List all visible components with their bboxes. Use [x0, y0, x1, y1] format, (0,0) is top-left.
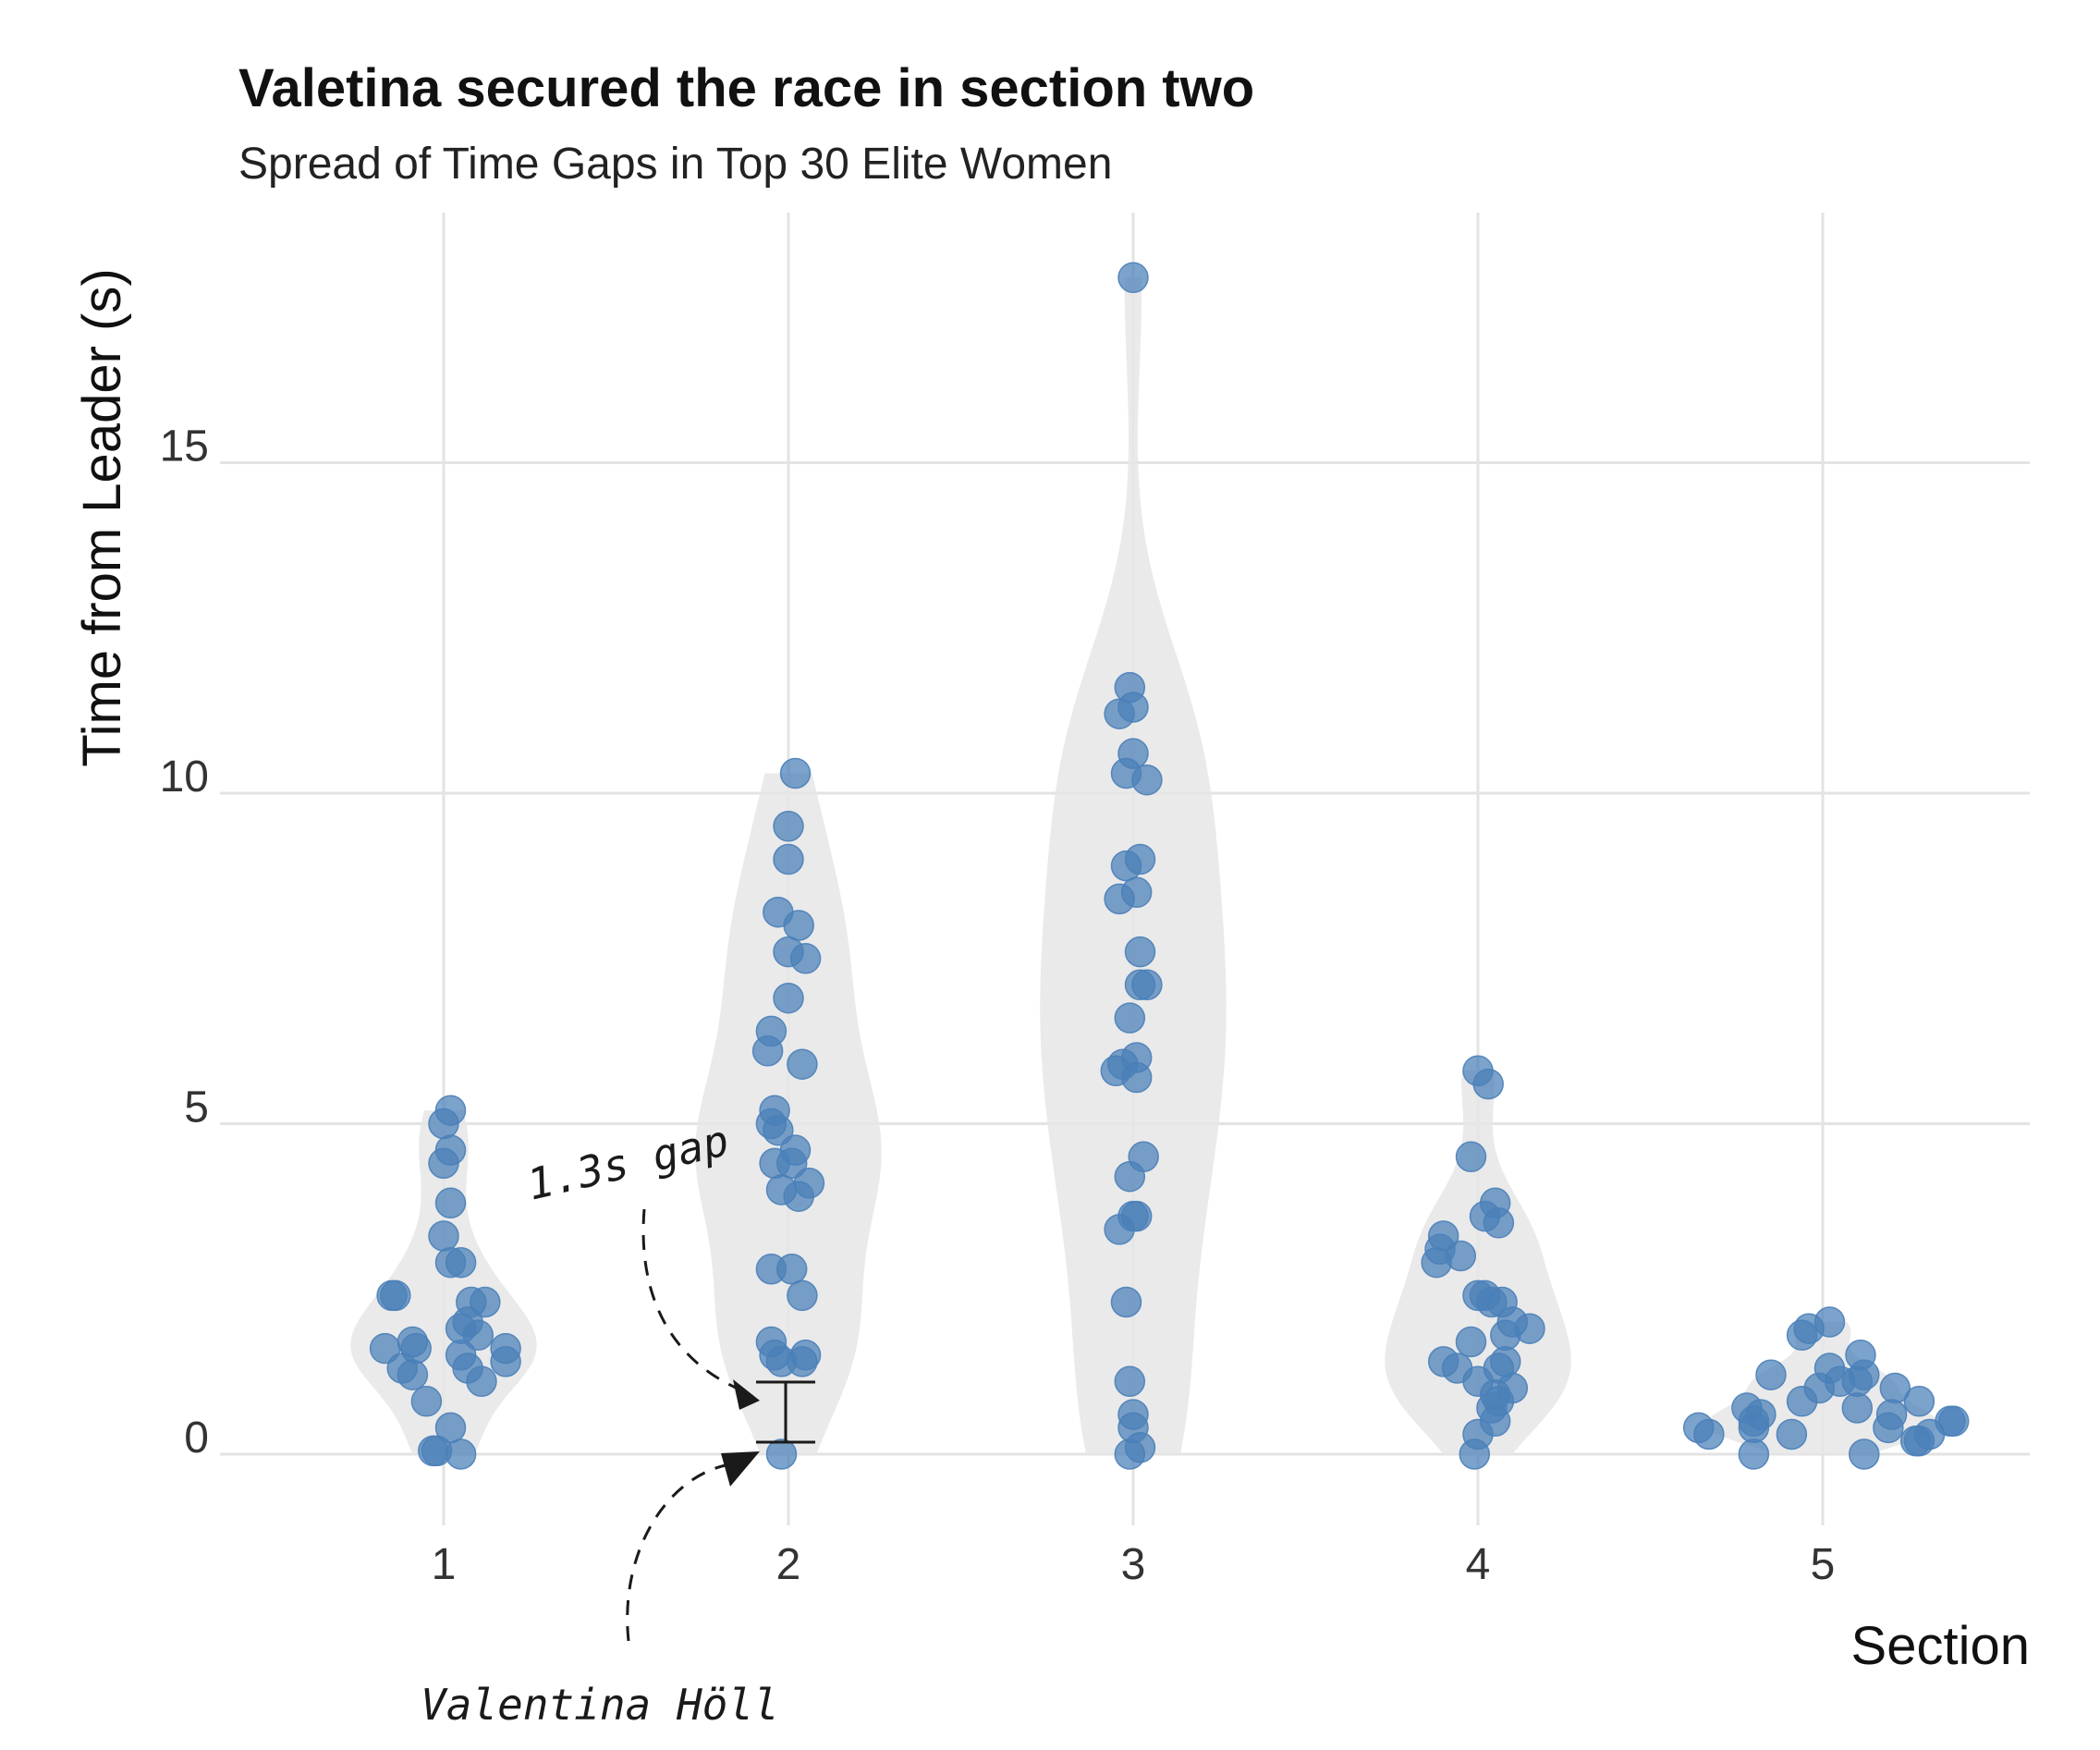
rider-annotation: Valentina Höll [421, 1451, 779, 1730]
x-tick-label-3: 3 [1121, 1540, 1146, 1589]
gap-arrow-head [733, 1379, 760, 1410]
x-tick-label-1: 1 [432, 1540, 457, 1589]
rider-annotation-text: Valentina Höll [421, 1680, 779, 1730]
point-section-3-21 [1114, 1160, 1146, 1193]
point-section-2-29 [765, 1438, 798, 1470]
x-axis-label: Section [1851, 1616, 2030, 1676]
point-section-1-4 [428, 1147, 459, 1180]
rider-arrow-head [721, 1451, 760, 1487]
point-section-3-1 [1117, 262, 1149, 294]
rider-arrow-line [626, 1463, 726, 1642]
point-section-3-30 [1114, 1438, 1146, 1470]
chart-subtitle: Spread of Time Gaps in Top 30 Elite Wome… [238, 140, 1112, 189]
point-section-5-13 [1903, 1386, 1935, 1417]
point-section-1-8 [445, 1246, 477, 1279]
point-section-5-24 [1693, 1418, 1725, 1450]
y-tick-label-15: 15 [160, 422, 209, 471]
point-section-2-14 [763, 1114, 794, 1146]
point-section-2-2 [773, 811, 804, 842]
point-section-1-24 [397, 1359, 429, 1390]
x-tick-label-2: 2 [776, 1540, 801, 1589]
point-section-1-26 [410, 1386, 443, 1417]
data-points [369, 262, 1970, 1470]
point-section-4-10 [1421, 1246, 1452, 1279]
point-section-1-27 [434, 1412, 467, 1444]
point-section-2-28 [787, 1346, 818, 1377]
point-section-5-26 [1776, 1418, 1808, 1450]
point-section-3-12 [1124, 936, 1156, 968]
point-section-2-10 [751, 1035, 784, 1067]
point-section-3-7 [1131, 764, 1163, 796]
point-section-2-17 [775, 1147, 808, 1180]
point-section-5-3 [1786, 1319, 1818, 1352]
point-section-2-8 [773, 982, 804, 1014]
point-section-1-30 [445, 1438, 477, 1470]
point-section-2-5 [783, 910, 814, 941]
point-section-5-29 [1738, 1438, 1770, 1470]
point-section-5-22 [1873, 1412, 1904, 1444]
point-section-1-10 [380, 1279, 411, 1312]
point-section-2-1 [779, 757, 812, 789]
point-section-4-6 [1483, 1207, 1515, 1239]
y-axis-label: Time from Leader (s) [72, 268, 132, 766]
point-section-1-21 [490, 1346, 521, 1377]
point-section-1-2 [428, 1108, 459, 1140]
point-section-2-7 [789, 943, 822, 974]
point-section-1-15 [462, 1319, 494, 1352]
point-section-4-18 [1455, 1326, 1487, 1358]
point-section-3-24 [1104, 1214, 1135, 1245]
point-section-4-14 [1476, 1286, 1508, 1318]
x-tick-labels: 1 2 3 4 5 [432, 1540, 1836, 1589]
point-section-2-20 [783, 1181, 814, 1212]
point-section-3-14 [1131, 969, 1163, 1001]
point-section-2-23 [787, 1279, 818, 1312]
point-section-5-15 [1841, 1392, 1874, 1424]
point-section-3-25 [1110, 1286, 1142, 1318]
point-section-1-5 [434, 1187, 467, 1219]
point-section-5-28 [1899, 1425, 1932, 1457]
point-section-5-12 [1786, 1386, 1818, 1417]
point-section-4-17 [1490, 1319, 1521, 1352]
point-section-5-23 [1738, 1412, 1770, 1444]
gap-bracket [756, 1380, 815, 1444]
y-tick-labels: 0 5 10 15 [160, 422, 209, 1463]
y-tick-label-10: 10 [160, 753, 209, 802]
point-section-1-6 [428, 1220, 459, 1252]
point-section-5-30 [1849, 1438, 1880, 1470]
point-section-3-11 [1104, 883, 1135, 915]
point-section-2-3 [773, 843, 804, 875]
gap-arrow-line [641, 1208, 745, 1393]
point-section-3-15 [1114, 1002, 1146, 1034]
x-tick-label-4: 4 [1466, 1540, 1491, 1589]
point-section-2-22 [775, 1254, 808, 1285]
y-tick-label-5: 5 [184, 1083, 209, 1132]
point-section-3-4 [1104, 698, 1135, 729]
point-section-5-6 [1755, 1359, 1787, 1390]
point-section-1-18 [369, 1332, 401, 1365]
point-section-3-26 [1114, 1365, 1146, 1398]
point-section-4-2 [1472, 1068, 1504, 1100]
y-tick-label-0: 0 [184, 1413, 209, 1462]
point-section-2-11 [787, 1048, 818, 1080]
chart-title: Valetina secured the race in section two [238, 58, 1254, 118]
point-section-4-3 [1455, 1141, 1487, 1173]
point-section-3-9 [1110, 850, 1142, 882]
point-section-4-30 [1459, 1438, 1491, 1470]
point-section-5-9 [1841, 1365, 1874, 1398]
point-section-3-19 [1120, 1061, 1153, 1094]
x-tick-label-5: 5 [1811, 1540, 1836, 1589]
point-section-1-25 [466, 1365, 497, 1398]
